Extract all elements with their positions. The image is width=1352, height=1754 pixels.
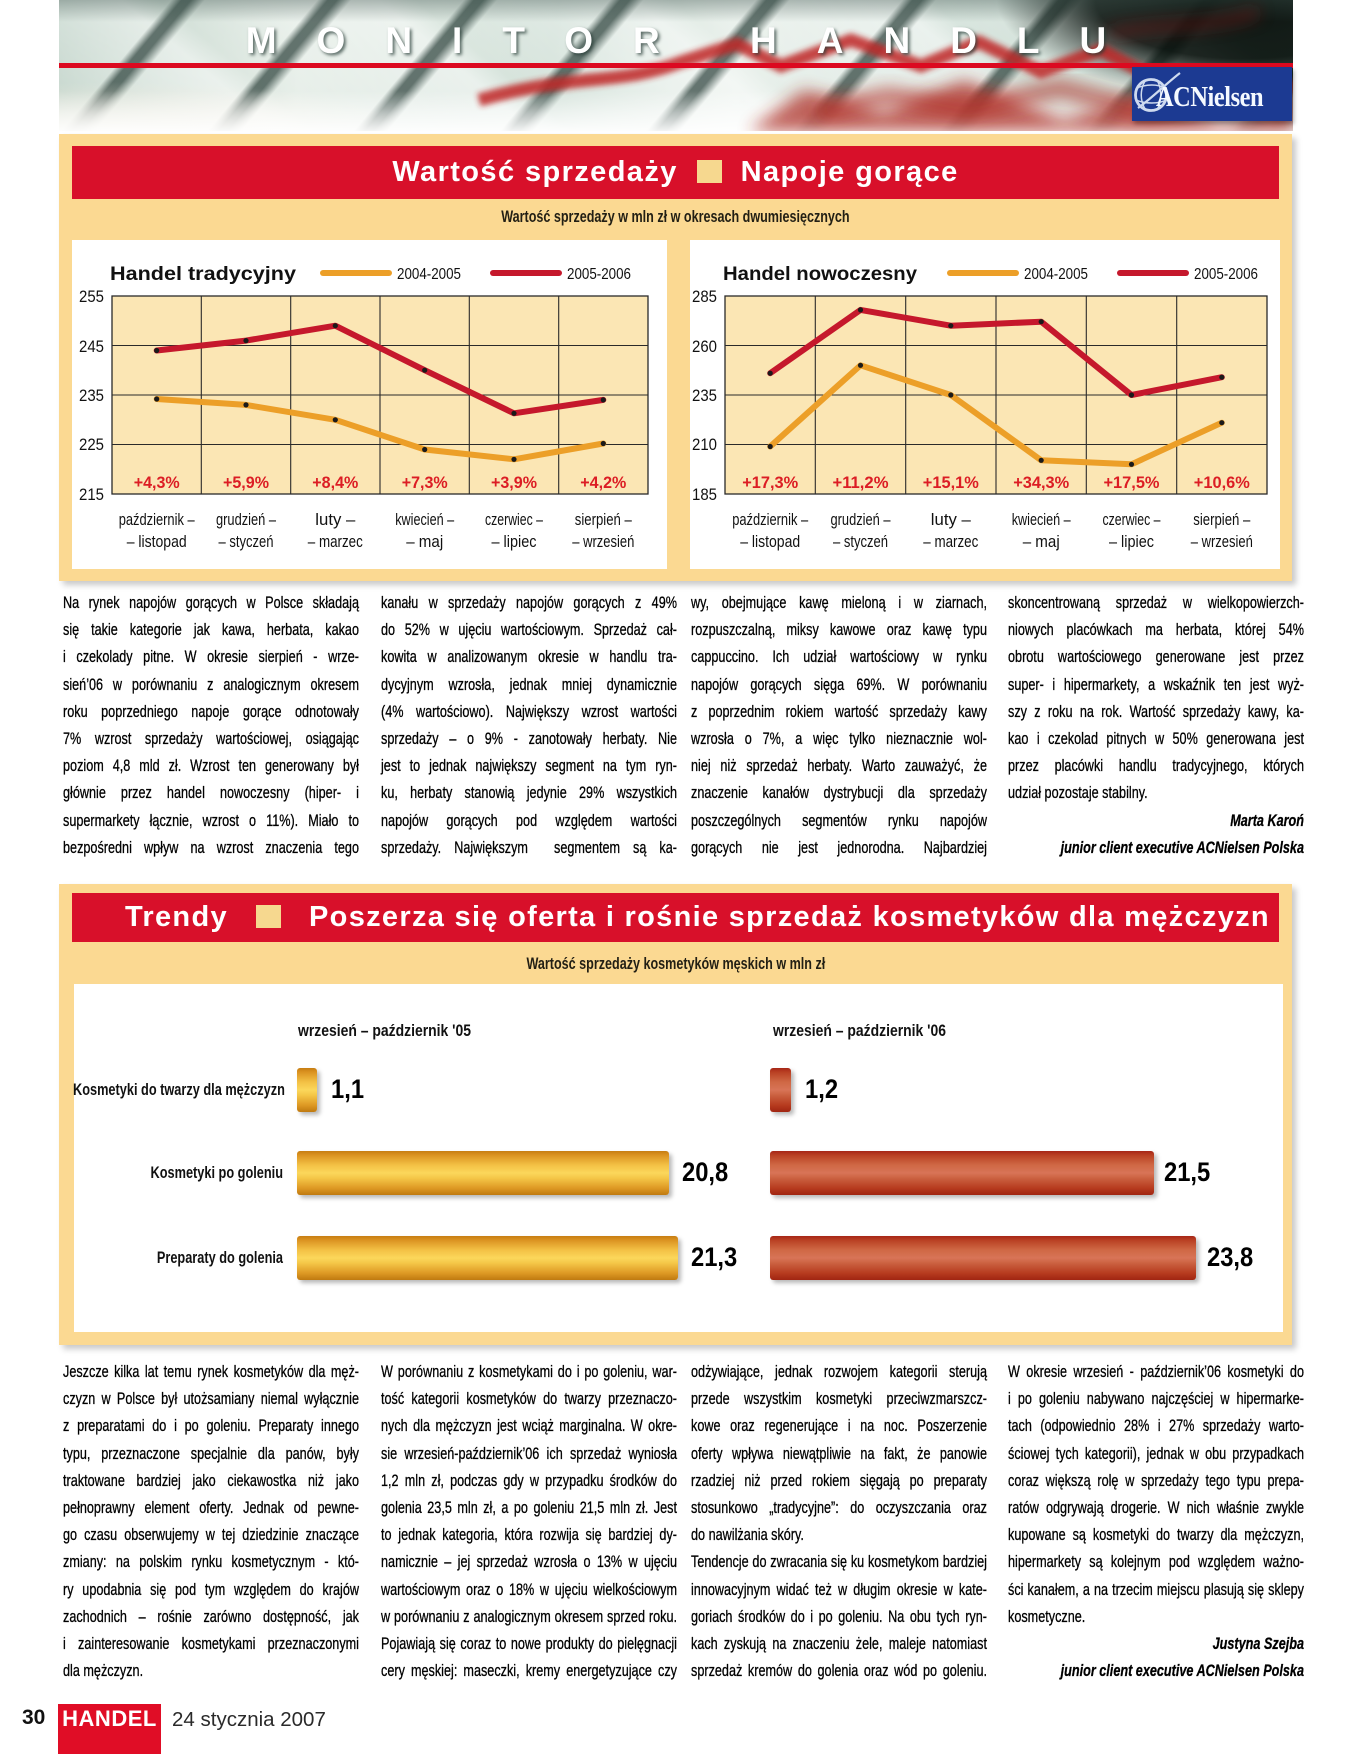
svg-text:– maj: – maj	[406, 533, 443, 551]
svg-text:– styczeń: – styczeń	[219, 533, 274, 551]
svg-text:kwiecień –: kwiecień –	[395, 511, 455, 529]
svg-text:– listopad: – listopad	[127, 533, 187, 551]
svg-text:– lipiec: – lipiec	[492, 533, 537, 551]
svg-text:październik –: październik –	[732, 511, 809, 529]
svg-text:grudzień –: grudzień –	[216, 511, 277, 529]
svg-text:210: 210	[692, 435, 717, 454]
svg-text:Handel nowoczesny: Handel nowoczesny	[723, 264, 917, 285]
svg-text:+17,5%: +17,5%	[1104, 473, 1160, 492]
svg-text:2005-2006: 2005-2006	[567, 266, 631, 283]
svg-text:260: 260	[692, 337, 717, 356]
svg-text:+17,3%: +17,3%	[742, 473, 798, 492]
svg-text:+7,3%: +7,3%	[402, 473, 448, 492]
svg-text:luty –: luty –	[931, 511, 972, 529]
svg-text:285: 285	[692, 287, 717, 306]
svg-text:255: 255	[79, 287, 104, 306]
svg-text:2005-2006: 2005-2006	[1194, 266, 1258, 283]
svg-text:235: 235	[79, 386, 104, 405]
svg-text:– listopad: – listopad	[740, 533, 800, 551]
svg-text:– maj: – maj	[1023, 533, 1060, 551]
svg-text:– styczeń: – styczeń	[833, 533, 888, 551]
svg-text:+3,9%: +3,9%	[491, 473, 537, 492]
svg-text:245: 245	[79, 337, 104, 356]
svg-text:grudzień –: grudzień –	[831, 511, 892, 529]
svg-text:– marzec: – marzec	[308, 533, 363, 551]
svg-text:– wrzesień: – wrzesień	[1191, 533, 1253, 551]
svg-text:+4,2%: +4,2%	[580, 473, 626, 492]
svg-text:+15,1%: +15,1%	[923, 473, 979, 492]
svg-text:– wrzesień: – wrzesień	[572, 533, 634, 551]
svg-text:+10,6%: +10,6%	[1194, 473, 1250, 492]
svg-text:– lipiec: – lipiec	[1109, 533, 1154, 551]
svg-text:+11,2%: +11,2%	[833, 473, 889, 492]
svg-text:sierpień –: sierpień –	[1193, 511, 1251, 529]
svg-text:czerwiec –: czerwiec –	[1103, 511, 1162, 529]
svg-text:– marzec: – marzec	[923, 533, 978, 551]
svg-text:październik –: październik –	[119, 511, 196, 529]
svg-text:225: 225	[79, 435, 104, 454]
svg-text:czerwiec –: czerwiec –	[485, 511, 544, 529]
svg-text:luty –: luty –	[315, 511, 356, 529]
svg-text:+5,9%: +5,9%	[223, 473, 269, 492]
svg-text:+4,3%: +4,3%	[134, 473, 180, 492]
svg-text:Handel tradycyjny: Handel tradycyjny	[110, 264, 296, 285]
svg-text:235: 235	[692, 386, 717, 405]
svg-text:2004-2005: 2004-2005	[397, 266, 461, 283]
svg-text:215: 215	[79, 485, 104, 504]
svg-text:+34,3%: +34,3%	[1013, 473, 1069, 492]
svg-text:sierpień –: sierpień –	[575, 511, 633, 529]
svg-text:185: 185	[692, 485, 717, 504]
svg-text:2004-2005: 2004-2005	[1024, 266, 1088, 283]
svg-text:kwiecień –: kwiecień –	[1012, 511, 1072, 529]
svg-text:+8,4%: +8,4%	[312, 473, 358, 492]
